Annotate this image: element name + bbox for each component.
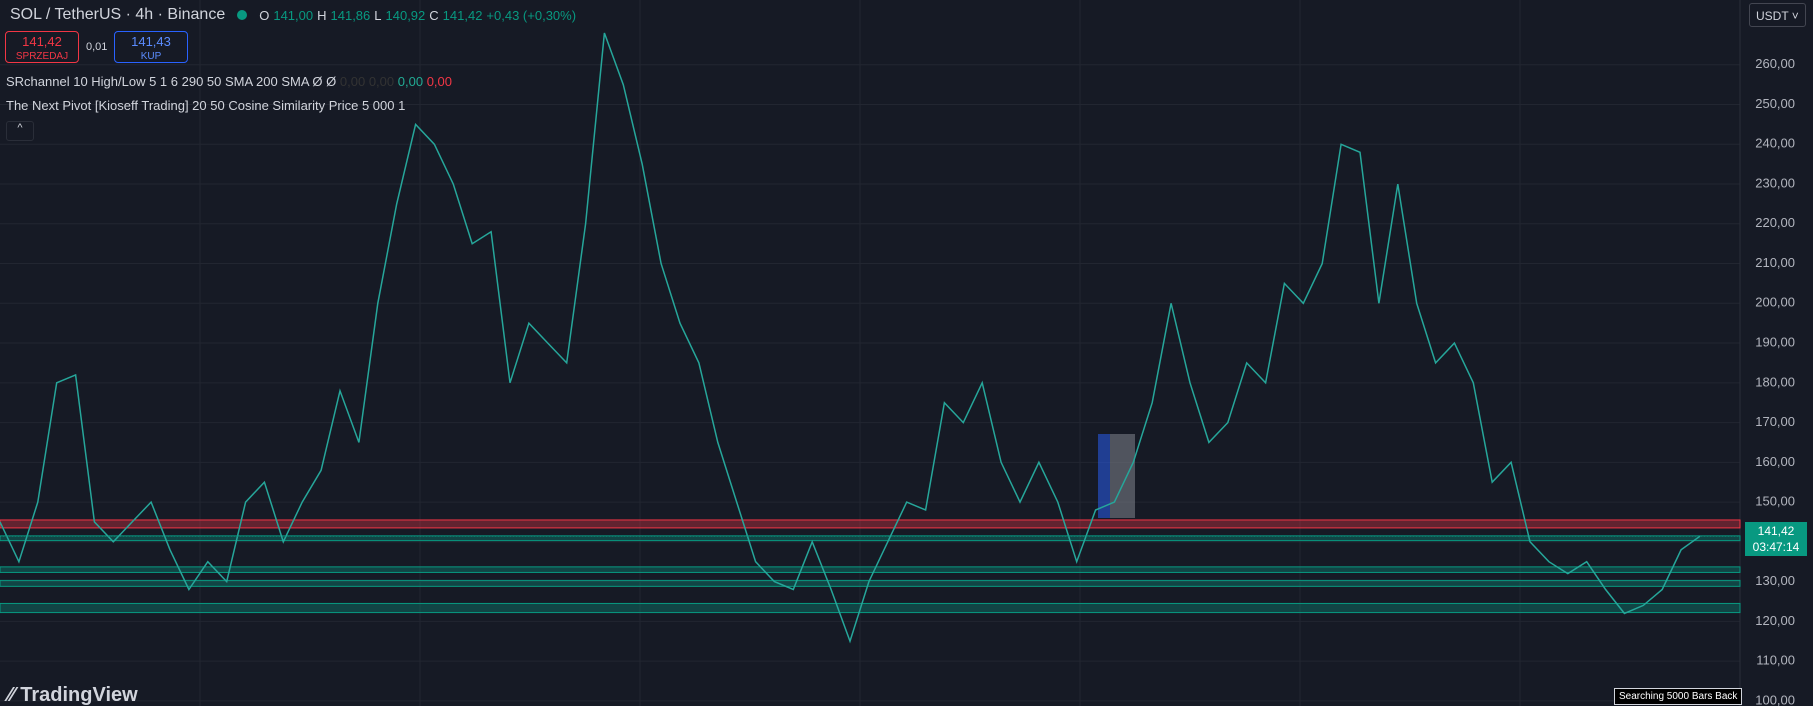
buy-price: 141,43 bbox=[131, 34, 171, 49]
y-tick-label: 180,00 bbox=[1755, 374, 1795, 389]
y-tick-label: 250,00 bbox=[1755, 96, 1795, 111]
ohlc-key: H bbox=[317, 7, 327, 23]
ohlc: O 141,00 H 141,86 L 140,92 C 141,42 bbox=[259, 8, 482, 23]
y-tick-label: 120,00 bbox=[1755, 613, 1795, 628]
y-tick-label: 190,00 bbox=[1755, 334, 1795, 349]
y-tick-label: 170,00 bbox=[1755, 414, 1795, 429]
countdown: 03:47:14 bbox=[1752, 540, 1800, 555]
collapse-button[interactable]: ^ bbox=[6, 121, 34, 141]
currency-select[interactable]: USDT ˅ bbox=[1749, 3, 1806, 27]
status-box: Searching 5000 Bars Back bbox=[1614, 688, 1743, 705]
y-tick-label: 220,00 bbox=[1755, 215, 1795, 230]
sell-button[interactable]: 141,42 SPRZEDAJ bbox=[5, 31, 79, 63]
y-tick-label: 230,00 bbox=[1755, 175, 1795, 190]
spread: 0,01 bbox=[86, 41, 108, 53]
y-tick-label: 150,00 bbox=[1755, 494, 1795, 509]
price-line bbox=[0, 32, 1701, 644]
ohlc-value: 140,92 bbox=[385, 7, 426, 23]
last-price-box: 141,42 03:47:14 bbox=[1745, 522, 1807, 557]
sr-zone bbox=[0, 519, 1741, 529]
logo-text: TradingView bbox=[20, 684, 138, 706]
symbol: SOL / TetherUS · 4h · Binance bbox=[10, 6, 226, 23]
pivot-box bbox=[1110, 434, 1135, 518]
ohlc-value: 141,00 bbox=[273, 7, 314, 23]
ohlc-key: C bbox=[429, 7, 439, 23]
header: SOL / TetherUS · 4h · Binance O 141,00 H 14… bbox=[10, 6, 576, 24]
y-tick-label: 210,00 bbox=[1755, 255, 1795, 270]
y-tick-label: 110,00 bbox=[1756, 653, 1795, 668]
y-tick-label: 160,00 bbox=[1755, 454, 1795, 469]
last-price: 141,42 bbox=[1757, 524, 1795, 539]
sell-label: SPRZEDAJ bbox=[15, 51, 69, 62]
logo: ⁄⁄ TradingView bbox=[8, 684, 138, 706]
indicator: SRchannel 10 High/Low 5 1 6 290 50 SMA 2… bbox=[6, 74, 452, 89]
indicator-text: SRchannel 10 High/Low 5 1 6 290 50 SMA 2… bbox=[6, 74, 337, 89]
sr-zone bbox=[0, 566, 1741, 573]
buy-label: KUP bbox=[140, 51, 162, 62]
indicator: The Next Pivot [Kioseff Trading] 20 50 C… bbox=[6, 98, 406, 113]
status-dot bbox=[237, 10, 248, 20]
indicator-value: 0,00 bbox=[426, 74, 453, 89]
sell-price: 141,42 bbox=[22, 34, 62, 49]
buy-button[interactable]: 141,43 KUP bbox=[114, 31, 188, 63]
currency: USDT bbox=[1756, 9, 1789, 23]
indicator-value: 0,00 bbox=[397, 74, 424, 89]
ohlc-key: L bbox=[374, 7, 382, 23]
v-grid bbox=[199, 0, 1521, 706]
y-tick-label: 130,00 bbox=[1755, 573, 1795, 588]
indicator-value: 0,00 bbox=[368, 74, 395, 89]
y-tick-label: 200,00 bbox=[1755, 295, 1795, 310]
ohlc-value: 141,42 bbox=[442, 7, 483, 23]
ohlc-key: O bbox=[259, 7, 270, 23]
change: +0,43 (+0,30%) bbox=[486, 7, 577, 23]
sr-zone bbox=[0, 602, 1741, 614]
sr-zone bbox=[0, 579, 1741, 587]
y-tick-label: 100,00 bbox=[1755, 692, 1795, 706]
ohlc-value: 141,86 bbox=[330, 7, 371, 23]
pivot-box bbox=[1098, 434, 1110, 518]
y-tick-label: 260,00 bbox=[1755, 56, 1795, 71]
y-tick-label: 240,00 bbox=[1755, 136, 1795, 151]
indicator-value: 0,00 bbox=[339, 74, 366, 89]
